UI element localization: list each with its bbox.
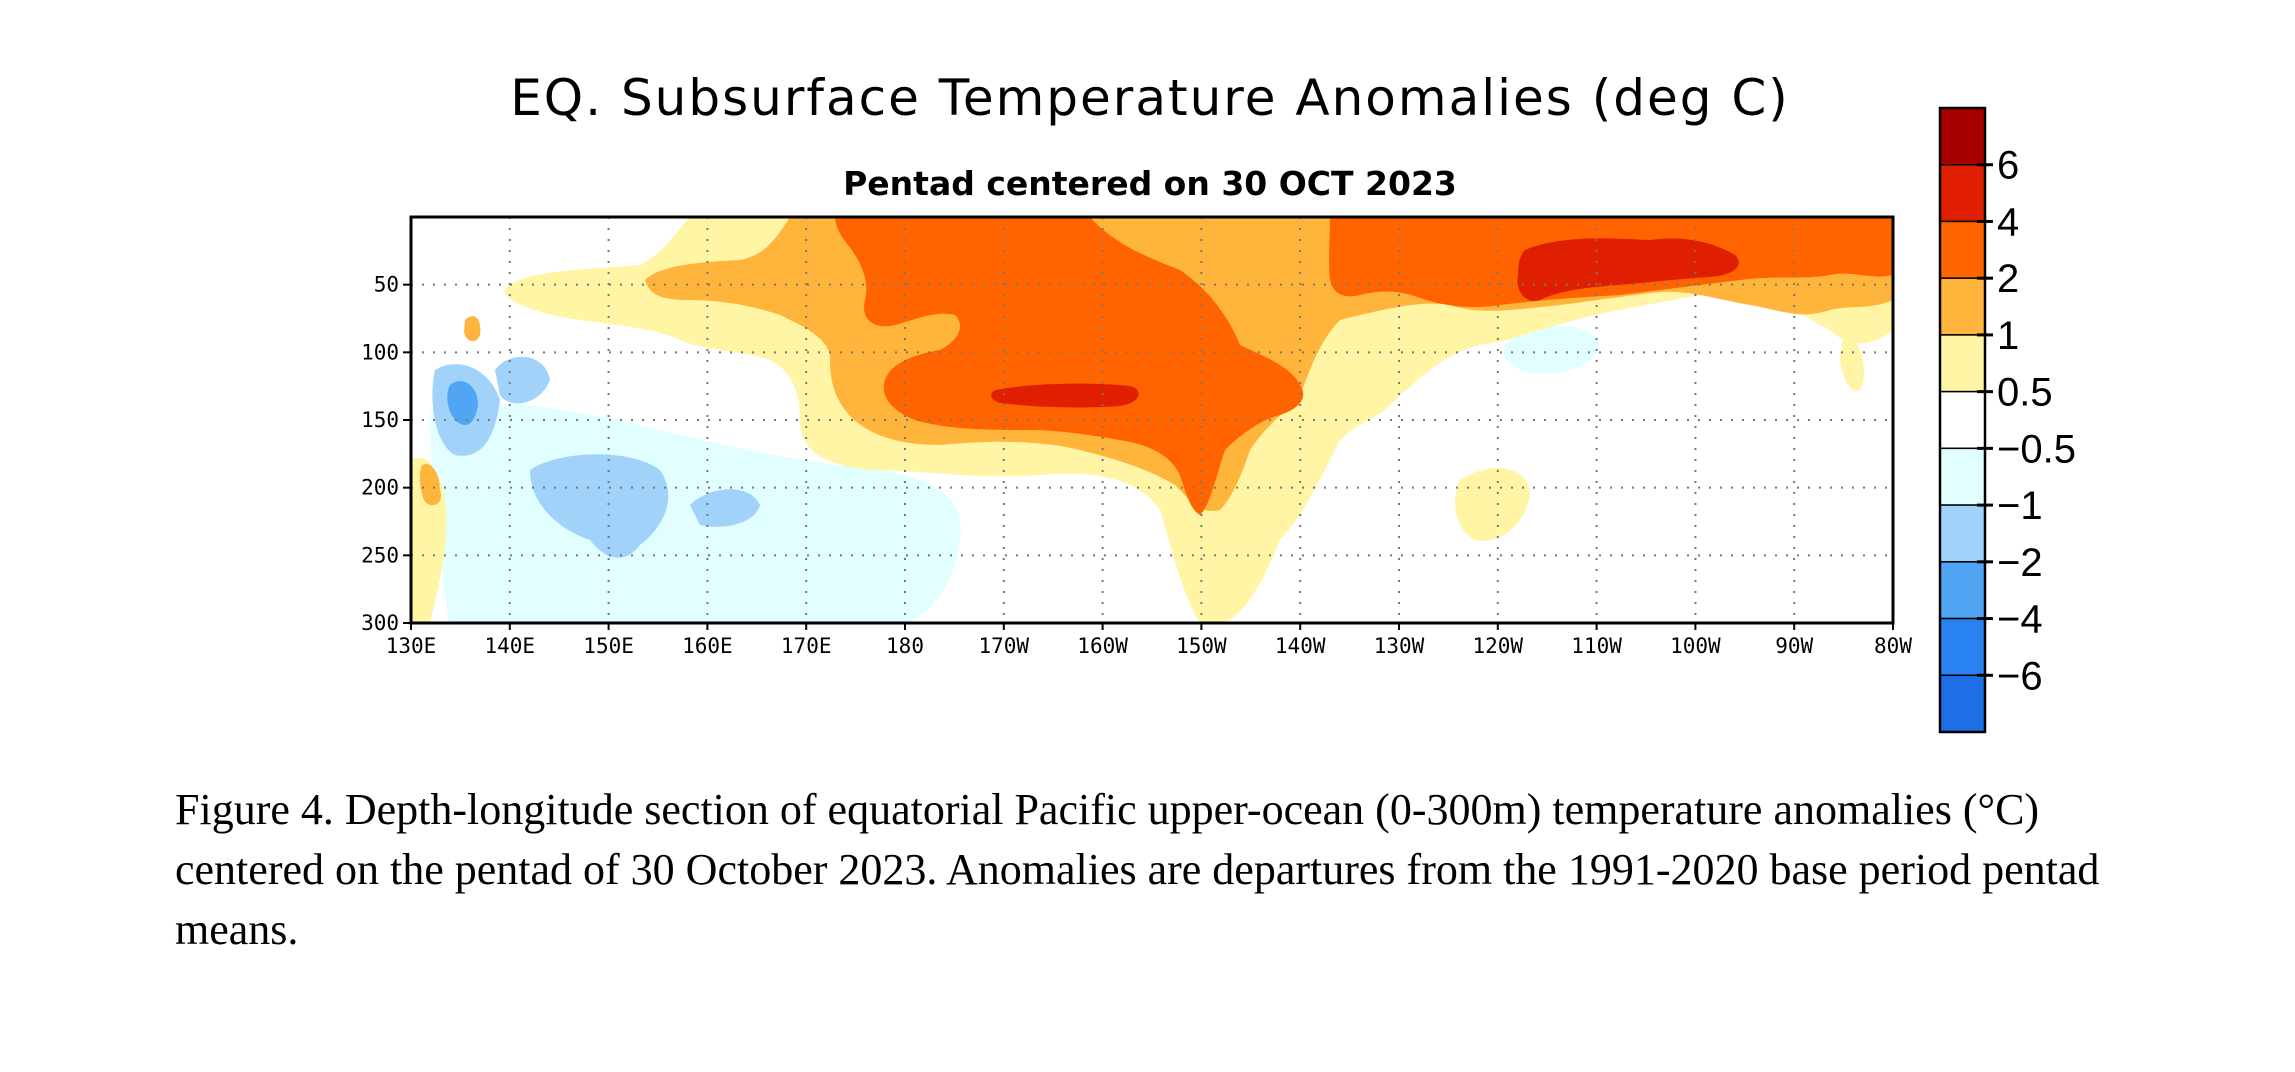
anomaly-region <box>690 489 760 527</box>
x-axis: 130E 140E 150E 160E 170E 180 170W 160W 150W 140W 1… <box>386 623 1912 658</box>
colorbar-label: −1 <box>1997 484 2043 528</box>
anomaly-region <box>530 454 669 558</box>
colorbar-swatch <box>1939 220 1986 279</box>
grid-lines <box>411 217 1893 623</box>
chart-subtitle: Pentad centered on 30 OCT 2023 <box>843 164 1457 203</box>
colorbar-swatch <box>1939 277 1986 336</box>
colorbar-label: −2 <box>1997 541 2043 585</box>
x-tick-label: 160E <box>682 634 733 658</box>
x-tick-label: 160W <box>1077 634 1128 658</box>
colorbar-label: −6 <box>1997 654 2043 698</box>
x-tick-label: 100W <box>1670 634 1721 658</box>
y-tick-label: 300 <box>361 611 399 635</box>
colorbar-frame <box>1938 106 1987 734</box>
anomaly-region <box>1455 468 1530 541</box>
colorbar-label: 1 <box>1997 314 2019 358</box>
anomaly-field <box>411 217 1893 623</box>
colorbar-swatch <box>1939 390 1986 450</box>
anomaly-region <box>1517 238 1739 301</box>
x-tick-label: 170W <box>979 634 1030 658</box>
colorbar: 6 4 2 1 0.5 −0.5 −1 −2 −4 −6 <box>1938 106 2076 734</box>
x-tick-label: 150E <box>583 634 634 658</box>
colorbar-label: 4 <box>1997 200 2019 244</box>
x-tick-label: 120W <box>1473 634 1524 658</box>
plot-area: 130E 140E 150E 160E 170E 180 170W 160W 150W 140W 1… <box>361 215 1912 658</box>
anomaly-region <box>495 356 550 404</box>
x-tick-label: 130W <box>1374 634 1425 658</box>
colorbar-swatch <box>1939 674 1986 733</box>
x-tick-label: 150W <box>1176 634 1227 658</box>
colorbar-label: 6 <box>1997 144 2019 188</box>
colorbar-label: −4 <box>1997 598 2043 642</box>
x-tick-label: 80W <box>1874 634 1912 658</box>
anomaly-region <box>464 315 481 342</box>
colorbar-swatch <box>1939 334 1986 393</box>
x-tick-label: 130E <box>386 634 437 658</box>
figure-caption: Figure 4. Depth-longitude section of equ… <box>175 785 2100 954</box>
colorbar-swatch <box>1939 561 1986 620</box>
anomaly-region <box>419 464 442 506</box>
anomaly-region <box>447 381 478 425</box>
colorbar-swatch <box>1939 107 1986 166</box>
y-tick-label: 100 <box>361 340 399 364</box>
colorbar-label: −0.5 <box>1997 427 2076 471</box>
anomaly-region <box>1503 325 1600 374</box>
y-tick-label: 150 <box>361 408 399 432</box>
anomaly-region <box>1840 330 1865 391</box>
x-tick-label: 110W <box>1571 634 1622 658</box>
x-tick-label: 140W <box>1275 634 1326 658</box>
colorbar-swatch <box>1939 447 1986 506</box>
x-tick-label: 140E <box>485 634 536 658</box>
x-tick-label: 170E <box>781 634 832 658</box>
y-tick-label: 50 <box>374 273 399 297</box>
colorbar-label: 2 <box>1997 257 2019 301</box>
colorbar-swatch <box>1939 617 1986 677</box>
y-tick-label: 200 <box>361 476 399 500</box>
y-axis: 50 100 150 200 250 300 <box>361 273 411 635</box>
anomaly-region <box>991 383 1139 408</box>
y-tick-label: 250 <box>361 543 399 567</box>
chart-title: EQ. Subsurface Temperature Anomalies (de… <box>510 69 1790 127</box>
colorbar-swatch <box>1939 163 1986 223</box>
colorbar-swatch <box>1939 504 1986 563</box>
x-tick-label: 90W <box>1775 634 1813 658</box>
anomaly-region <box>835 217 1304 515</box>
x-tick-label: 180 <box>886 634 924 658</box>
colorbar-label: 0.5 <box>1997 371 2053 415</box>
